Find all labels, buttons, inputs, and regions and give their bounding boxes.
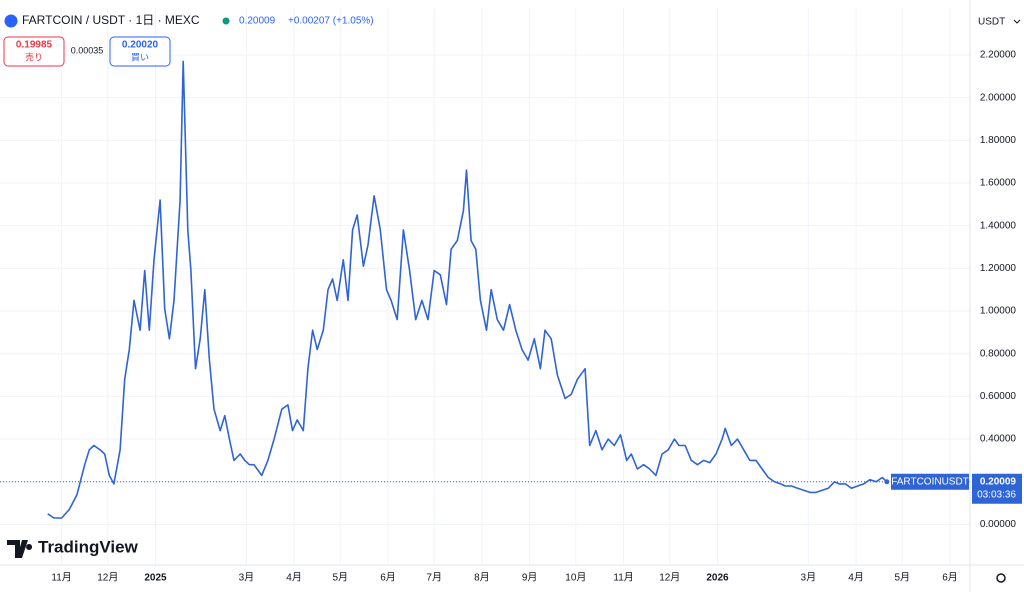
x-tick-label: 6月 [942, 572, 958, 584]
last-point [884, 479, 890, 485]
plot [0, 60, 970, 519]
x-tick-label: 9月 [522, 572, 538, 584]
x-tick-label: 11月 [51, 572, 71, 584]
price-line [47, 60, 888, 519]
last-price: 0.20009 [239, 16, 276, 27]
y-tick-label: 1.20000 [980, 263, 1017, 274]
brand-name: TradingView [38, 537, 139, 556]
price-tag [972, 473, 1022, 504]
y-tick-label: 2.00000 [980, 92, 1017, 103]
x-tick-label: 10月 [565, 572, 586, 584]
dropdown-icon [1013, 19, 1021, 24]
x-tick-label: 3月 [239, 572, 255, 584]
sell-button[interactable] [3, 36, 65, 67]
x-tick-label: 8月 [474, 572, 490, 584]
x-tick-label: 2026 [706, 573, 729, 584]
market-status [222, 17, 230, 25]
y-tick-label: 1.80000 [980, 135, 1017, 146]
y-tick-label: 0.40000 [980, 434, 1017, 445]
sell-label: 売り [25, 51, 43, 62]
x-tick-label: 7月 [426, 572, 442, 584]
x-tick-label: 6月 [380, 572, 396, 584]
sell-price: 0.19985 [16, 40, 53, 51]
y-tick-label: 1.60000 [980, 178, 1017, 189]
spread: 0.00035 [71, 45, 104, 55]
y-tick-label: 0.60000 [980, 391, 1017, 402]
y-tick-label: 1.40000 [980, 220, 1017, 231]
currency-selector[interactable]: USDT [978, 17, 1005, 28]
price-tag-label: 0.20009 [980, 476, 1017, 487]
x-tick-label: 12月 [659, 572, 680, 584]
y-tick-label: 2.20000 [980, 50, 1017, 61]
symbol-title: FARTCOIN / USDT · 1日 · MEXC [22, 13, 200, 27]
buy-label: 買い [131, 52, 149, 62]
y-tick-label: 0.00000 [980, 519, 1017, 530]
x-tick-label: 3月 [801, 572, 817, 584]
symbol-tag-label: FARTCOINUSDT [891, 476, 969, 487]
x-tick-label: 5月 [894, 572, 910, 584]
buy-button[interactable] [109, 36, 171, 67]
y-tick-label: 1.00000 [980, 306, 1017, 317]
x-tick-label: 5月 [332, 572, 348, 584]
symbol-icon [4, 14, 18, 28]
countdown: 03:03:36 [977, 489, 1016, 500]
buy-price: 0.20020 [122, 40, 159, 51]
x-tick-label: 2025 [144, 573, 167, 584]
x-tick-label: 12月 [97, 572, 118, 584]
settings-icon[interactable] [996, 573, 1006, 583]
change: +0.00207 (+1.05%) [288, 16, 374, 27]
y-tick-label: 0.80000 [980, 348, 1017, 359]
x-tick-label: 4月 [848, 572, 864, 584]
brand-logo [7, 540, 33, 558]
x-tick-label: 11月 [613, 572, 633, 584]
x-tick-label: 4月 [286, 572, 302, 584]
symbol-tag [891, 473, 969, 490]
